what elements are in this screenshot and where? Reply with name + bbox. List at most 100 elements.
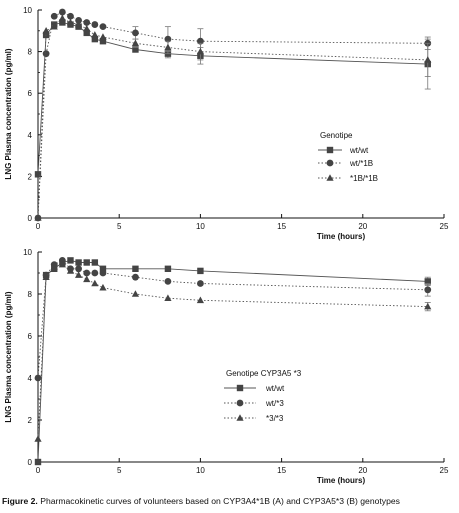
series-line-2: [37, 17, 428, 219]
data-point-circle: [91, 21, 99, 28]
y-tick-label: 10: [23, 248, 32, 257]
data-point-triangle: [58, 260, 66, 268]
data-point-triangle: [66, 18, 75, 26]
data-point-square: [99, 38, 107, 45]
data-point-square: [91, 259, 99, 266]
data-point-circle: [83, 269, 91, 277]
data-point-circle: [67, 12, 74, 20]
data-point-triangle: [58, 14, 66, 22]
data-point-square: [83, 259, 90, 266]
y-tick-label: 8: [28, 48, 33, 57]
chart-b: 0 2 4 6 8 10 0 5 10 15 20 25 Time (hours) LNG Plasma …: [4, 248, 449, 485]
legend-label: wt/wt: [265, 384, 285, 393]
data-point-triangle: [164, 294, 172, 301]
caption-text: Pharmacokinetic curves of volunteers bas…: [40, 496, 400, 506]
x-axis-title: Time (hours): [317, 232, 366, 241]
legend-marker-triangle: [326, 174, 334, 181]
data-point-square: [132, 265, 139, 272]
data-point-triangle: [50, 22, 58, 30]
y-axis-title: LNG Plasma concentration (pg/ml): [4, 48, 13, 179]
y-tick-label: 10: [23, 6, 32, 15]
x-axis-title: Time (hours): [317, 476, 366, 485]
data-point-triangle: [75, 20, 83, 28]
series-line-0: [37, 259, 428, 463]
series-line-2: [37, 264, 428, 439]
data-point-triangle: [196, 296, 204, 304]
series-line-0: [37, 22, 428, 175]
data-point-triangle: [34, 435, 42, 442]
data-point-circle: [42, 50, 50, 58]
x-tick-label: 20: [358, 222, 367, 231]
data-point-triangle: [83, 24, 91, 32]
data-point-triangle: [83, 275, 91, 283]
y-axis-title: LNG Plasma concentration (pg/ml): [4, 291, 13, 422]
data-point-triangle: [50, 262, 58, 270]
legend-label: *1B/*1B: [350, 174, 378, 183]
series-line-1: [37, 259, 428, 379]
caption-label: Figure 2.: [2, 496, 38, 506]
data-point-circle: [58, 257, 66, 264]
data-point-circle: [75, 17, 82, 24]
data-point-circle: [132, 29, 139, 37]
data-point-circle: [50, 12, 58, 20]
data-point-circle: [132, 273, 139, 281]
data-point-triangle: [42, 273, 50, 280]
legend-marker-circle: [326, 159, 334, 167]
data-point-circle: [75, 265, 82, 273]
x-tick-label: 10: [196, 466, 205, 475]
data-point-circle: [58, 8, 66, 16]
x-tick-label: 0: [36, 466, 41, 475]
x-tick-label: 5: [117, 222, 122, 231]
data-point-square: [34, 171, 42, 178]
data-point-square: [67, 257, 74, 264]
y-tick-label: 8: [28, 290, 33, 299]
chart-a: 0 2 4 6 8 10 0 5 10 15 20 25 Time (hours) LNG Plasma …: [4, 6, 449, 241]
data-point-triangle: [424, 302, 432, 310]
data-point-circle: [34, 374, 42, 382]
data-point-circle: [164, 278, 172, 285]
data-point-circle: [91, 269, 99, 277]
data-point-square: [164, 265, 172, 272]
data-point-circle: [197, 280, 204, 287]
y-tick-label: 0: [28, 458, 33, 467]
x-tick-label: 10: [196, 222, 205, 231]
data-point-triangle: [131, 290, 140, 297]
data-point-circle: [424, 286, 432, 294]
legend-marker-circle: [236, 399, 244, 407]
data-point-circle: [99, 23, 107, 31]
legend-marker-square: [326, 146, 334, 154]
data-point-square: [132, 46, 139, 53]
legend-label: *3/*3: [266, 414, 284, 423]
data-point-triangle: [196, 47, 204, 55]
data-point-triangle: [131, 39, 140, 47]
data-point-triangle: [99, 283, 107, 291]
data-point-square: [83, 29, 90, 37]
data-point-triangle: [66, 267, 75, 274]
data-point-circle: [99, 269, 107, 277]
data-point-triangle: [424, 56, 432, 63]
legend-marker-square: [236, 384, 244, 392]
data-point-triangle: [164, 43, 172, 51]
data-point-square: [59, 19, 66, 26]
x-tick-label: 5: [117, 466, 122, 475]
data-point-square: [91, 35, 99, 43]
data-point-square: [75, 259, 82, 266]
legend-label: wt/*3: [265, 399, 284, 408]
legend-title: Genotipe: [320, 131, 353, 140]
y-tick-label: 6: [28, 89, 33, 98]
figure-caption: Figure 2. Pharmacokinetic curves of volu…: [2, 496, 459, 506]
y-tick-label: 4: [28, 374, 33, 383]
data-point-triangle: [75, 271, 83, 278]
data-point-triangle: [91, 31, 99, 38]
legend-label: wt/wt: [349, 146, 369, 155]
y-tick-label: 2: [28, 172, 33, 181]
data-point-triangle: [99, 33, 107, 40]
data-point-circle: [83, 19, 91, 26]
data-point-square: [99, 265, 107, 272]
y-tick-label: 2: [28, 416, 33, 425]
data-point-square: [34, 458, 42, 466]
y-tick-label: 6: [28, 332, 33, 341]
legend-label: wt/*1B: [349, 159, 373, 168]
data-point-triangle: [91, 279, 99, 287]
